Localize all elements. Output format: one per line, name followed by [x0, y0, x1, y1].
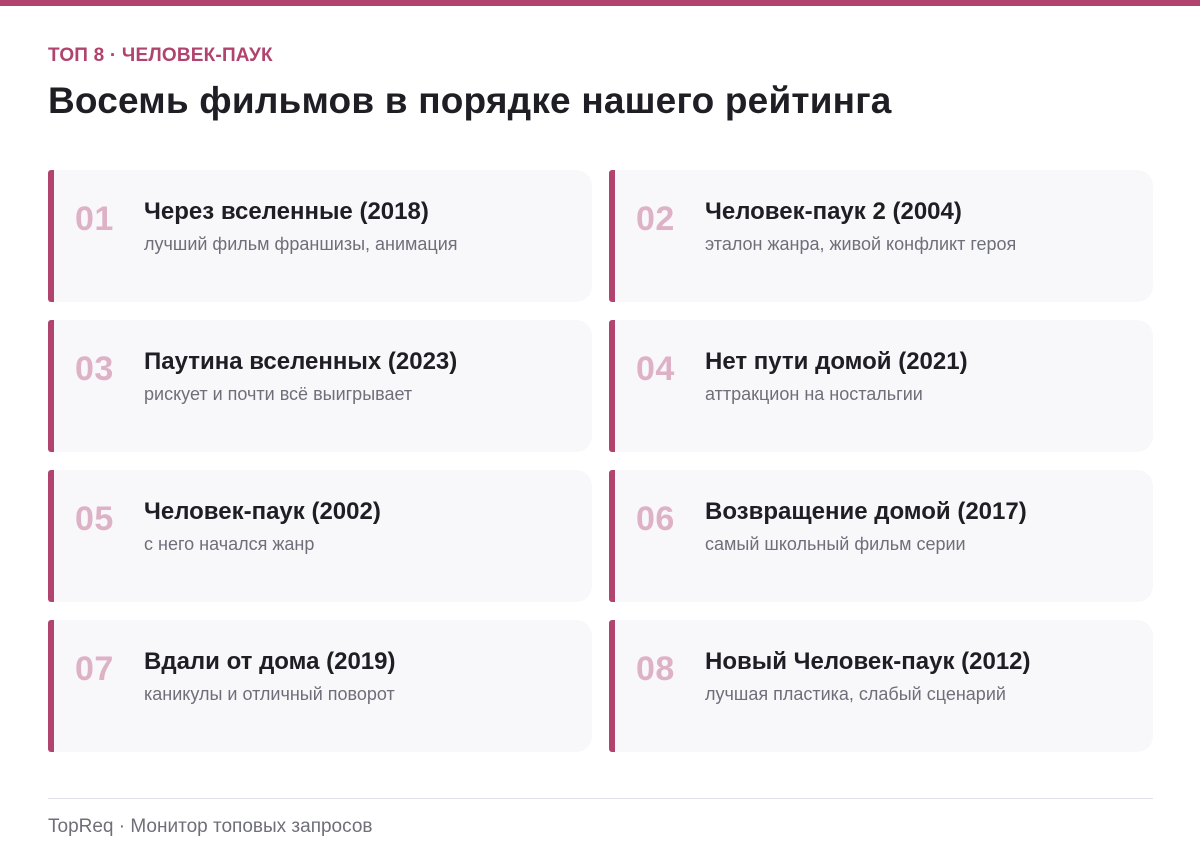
- movie-title: Нет пути домой (2021): [705, 348, 968, 375]
- ranking-card-2: 02 Человек-паук 2 (2004) эталон жанра, ж…: [609, 170, 1153, 302]
- ranking-card-4: 04 Нет пути домой (2021) аттракцион на н…: [609, 320, 1153, 452]
- rank-number: 07: [75, 650, 114, 688]
- movie-title: Человек-паук (2002): [144, 498, 381, 525]
- ranking-card-7: 07 Вдали от дома (2019) каникулы и отлич…: [48, 620, 592, 752]
- movie-title: Паутина вселенных (2023): [144, 348, 458, 375]
- movie-title: Возвращение домой (2017): [705, 498, 1027, 525]
- ranking-card-3: 03 Паутина вселенных (2023) рискует и по…: [48, 320, 592, 452]
- top-accent-bar: [0, 0, 1200, 6]
- ranking-card-1: 01 Через вселенные (2018) лучший фильм ф…: [48, 170, 592, 302]
- movie-description: самый школьный фильм серии: [705, 534, 966, 554]
- footer-source: TopReq · Монитор топовых запросов: [48, 816, 373, 837]
- movie-description: с него начался жанр: [144, 534, 315, 554]
- movie-title: Новый Человек-паук (2012): [705, 648, 1031, 675]
- ranking-grid: 01 Через вселенные (2018) лучший фильм ф…: [48, 170, 1153, 752]
- movie-title: Через вселенные (2018): [144, 198, 429, 225]
- rank-number: 08: [636, 650, 675, 688]
- ranking-card-5: 05 Человек-паук (2002) с него начался жа…: [48, 470, 592, 602]
- rank-number: 02: [636, 200, 675, 238]
- movie-description: лучший фильм франшизы, анимация: [144, 234, 458, 254]
- movie-description: аттракцион на ностальгии: [705, 384, 923, 404]
- page-title: Восемь фильмов в порядке нашего рейтинга: [48, 80, 892, 121]
- movie-title: Человек-паук 2 (2004): [705, 198, 962, 225]
- rank-number: 05: [75, 500, 114, 538]
- ranking-card-8: 08 Новый Человек-паук (2012) лучшая плас…: [609, 620, 1153, 752]
- rank-number: 01: [75, 200, 114, 238]
- movie-description: рискует и почти всё выигрывает: [144, 384, 413, 404]
- ranking-card-6: 06 Возвращение домой (2017) самый школьн…: [609, 470, 1153, 602]
- movie-description: каникулы и отличный поворот: [144, 684, 395, 704]
- rank-number: 03: [75, 350, 114, 388]
- rank-number: 06: [636, 500, 675, 538]
- movie-title: Вдали от дома (2019): [144, 648, 396, 675]
- footer-divider: [48, 798, 1153, 799]
- kicker-label: ТОП 8 · ЧЕЛОВЕК-ПАУК: [48, 45, 273, 66]
- movie-description: лучшая пластика, слабый сценарий: [705, 684, 1006, 704]
- rank-number: 04: [636, 350, 675, 388]
- movie-description: эталон жанра, живой конфликт героя: [705, 234, 1017, 254]
